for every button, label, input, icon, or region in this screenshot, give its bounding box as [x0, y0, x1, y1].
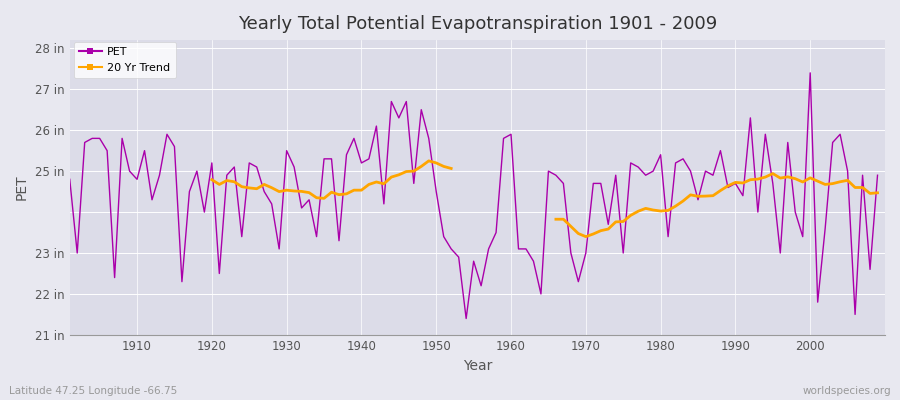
- X-axis label: Year: Year: [463, 359, 492, 373]
- Y-axis label: PET: PET: [15, 175, 29, 200]
- Legend: PET, 20 Yr Trend: PET, 20 Yr Trend: [74, 42, 176, 78]
- Text: worldspecies.org: worldspecies.org: [803, 386, 891, 396]
- Title: Yearly Total Potential Evapotranspiration 1901 - 2009: Yearly Total Potential Evapotranspiratio…: [238, 15, 717, 33]
- Text: Latitude 47.25 Longitude -66.75: Latitude 47.25 Longitude -66.75: [9, 386, 177, 396]
